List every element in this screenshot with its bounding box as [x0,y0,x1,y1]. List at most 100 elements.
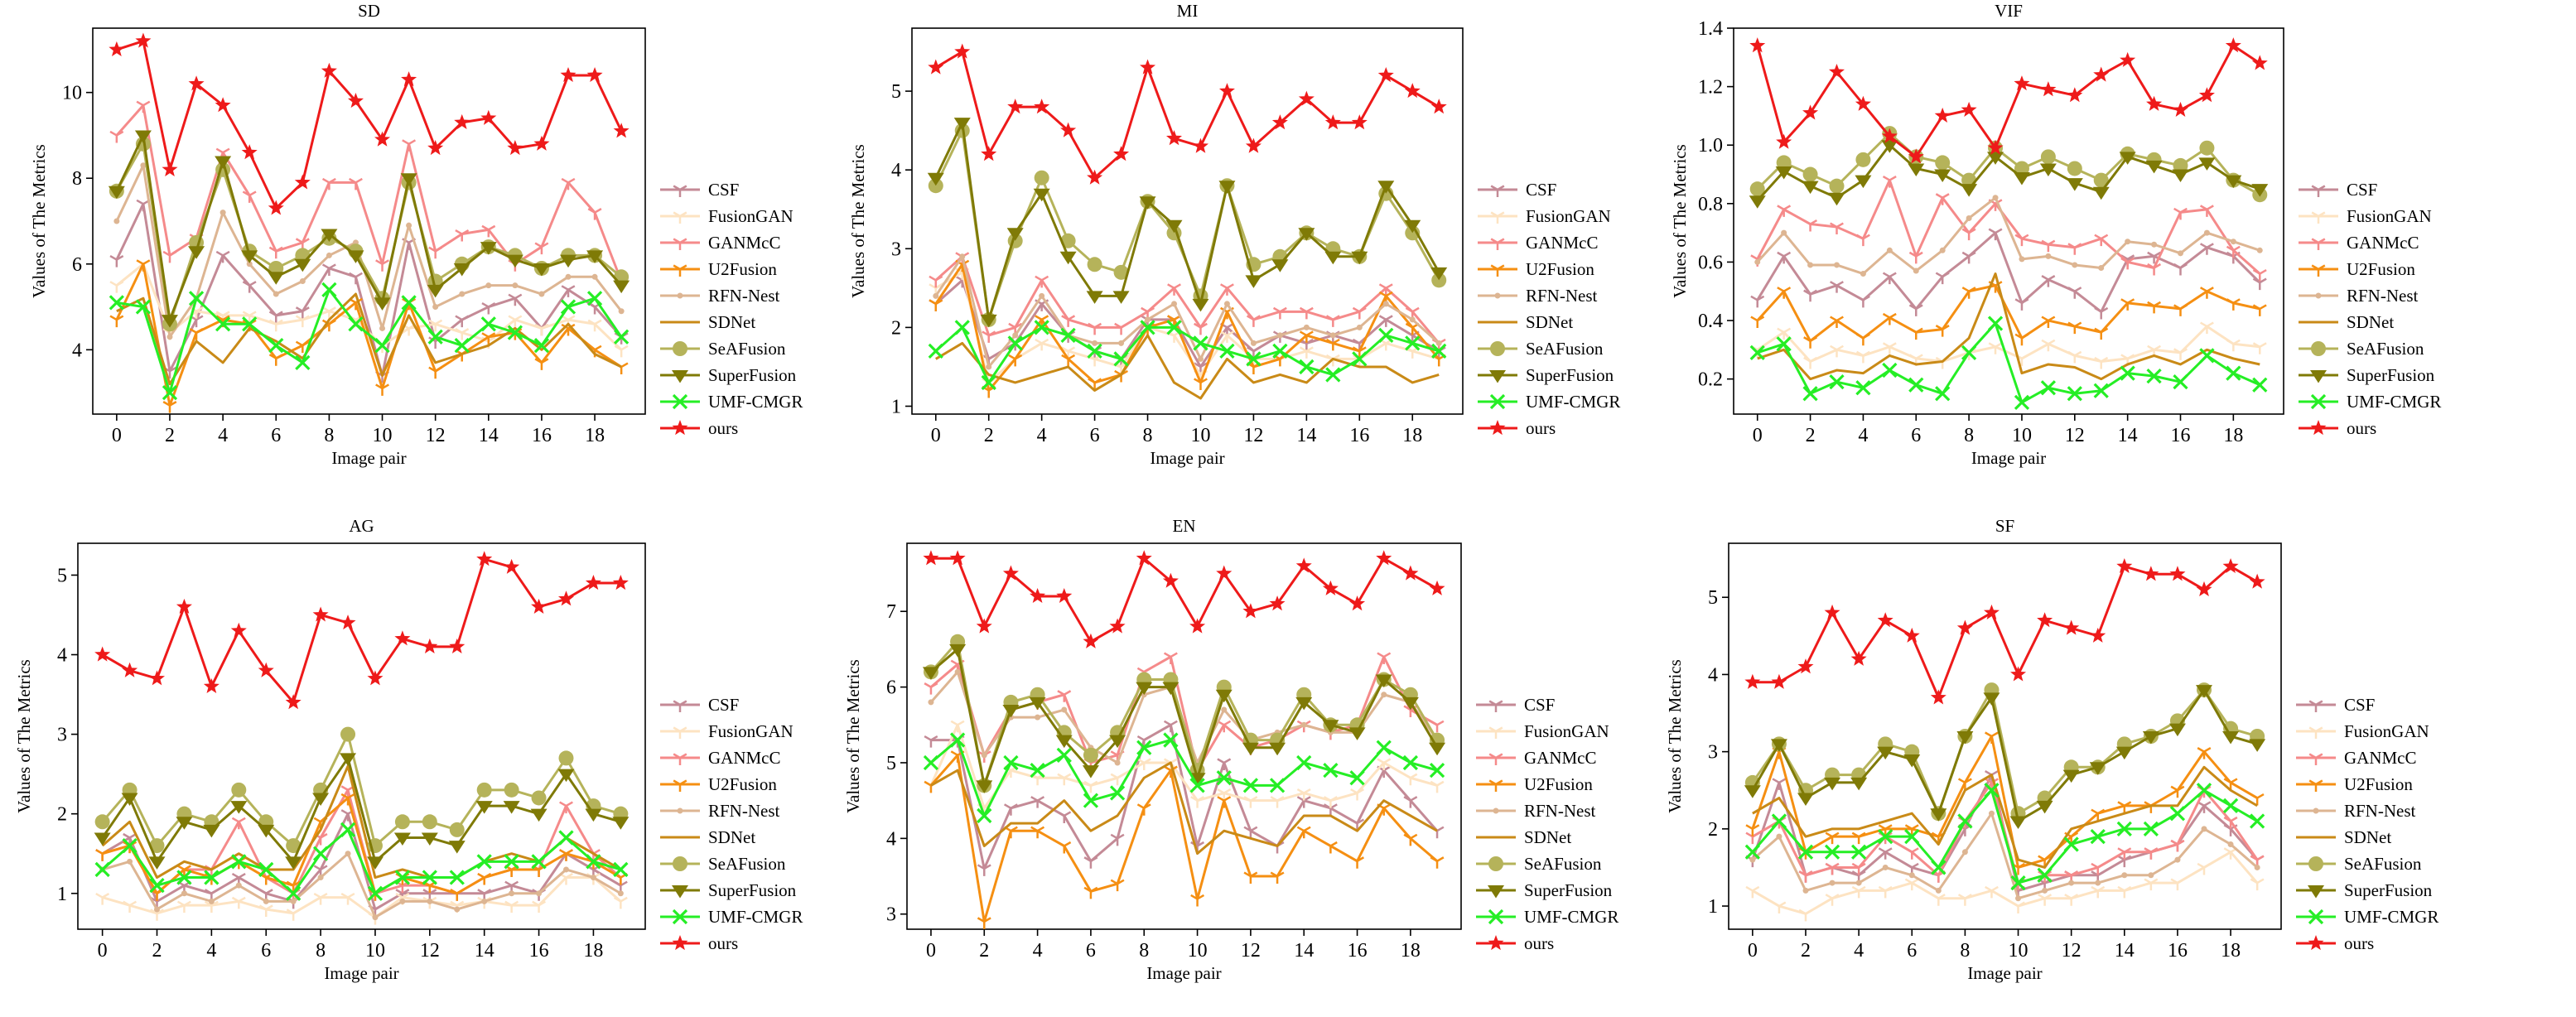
data-point [923,754,939,771]
legend-marker [1490,264,1505,277]
data-point [2041,339,2056,352]
data-point [1935,193,1950,205]
data-point [585,808,602,822]
legend-marker [672,393,688,410]
data-point [1056,587,1073,604]
series-line [101,557,621,704]
data-point [2095,880,2101,886]
data-point [1882,864,1889,870]
data-point [1828,192,1845,206]
data-point [1966,214,1972,221]
x-tick-label: 6 [1911,425,1921,446]
data-point [295,354,311,370]
series-line [935,334,1440,400]
data-point [1035,275,1049,288]
data-point [366,856,384,870]
data-point [504,854,519,870]
data-point [1299,346,1314,359]
data-point [557,769,575,783]
data-point [924,682,938,695]
data-point [449,870,465,885]
data-point [321,229,338,243]
y-tick-label: 4 [72,340,82,361]
data-point [1828,63,1845,80]
data-point [986,364,992,370]
data-point [379,325,386,331]
data-point [321,177,336,190]
legend-label: UMF-CMGR [2344,907,2439,927]
data-point [268,311,283,323]
data-point [1851,862,1866,875]
data-point [1401,696,1419,711]
data-point [1217,788,1232,801]
data-point [1002,565,1019,581]
data-point [312,606,329,622]
x-tick-label: 2 [979,940,989,962]
data-point [189,328,204,340]
x-tick-label: 18 [1401,940,1421,962]
legend-label: UMF-CMGR [1526,392,1620,412]
data-point [1110,833,1125,846]
data-point [1983,692,2000,706]
legend-item-seafusion: SeAFusion [2299,339,2424,359]
data-point [1797,793,1814,807]
data-point [614,345,629,358]
data-point [109,281,124,293]
data-point [1934,169,1951,183]
data-point [613,861,629,878]
data-point [136,100,151,113]
data-point [2094,234,2109,247]
legend-label: SeAFusion [2347,339,2424,359]
legend-label: U2Fusion [708,259,777,279]
data-point [1798,870,1813,883]
legend-item-u2fusion: U2Fusion [1478,259,1594,279]
chart-title: SD [358,1,380,21]
data-point [977,864,991,876]
data-point [149,878,165,894]
legend-label: UMF-CMGR [2347,392,2441,412]
legend-item-csf: CSF [660,695,739,715]
data-point [1956,619,1973,635]
data-point [428,366,443,379]
legend-marker [677,807,683,814]
data-point [2252,277,2267,291]
data-point [1163,720,1178,733]
data-point [1349,770,1365,786]
data-point [113,218,120,224]
data-point [1243,826,1258,839]
data-point [1851,885,1866,899]
data-point [374,297,391,311]
x-tick-label: 18 [1402,425,1422,446]
data-point [2249,739,2266,752]
data-point [109,255,124,268]
legend-label: FusionGAN [1526,206,1611,226]
legend-item-rfn-nest: RFN-Nest [660,801,780,821]
data-point [204,870,219,885]
data-point [1378,315,1393,327]
legend-marker [2308,885,2324,899]
data-point [1057,773,1072,786]
data-point [558,750,574,766]
data-point [2093,383,2109,398]
legend-item-sdnet: SDNet [2296,827,2391,847]
legend-label: CSF [708,695,739,715]
x-tick-label: 6 [1090,425,1100,446]
data-point [2116,557,2133,574]
data-point [1197,355,1204,362]
data-point [1088,322,1102,335]
series-sdnet [1757,272,2260,381]
legend-item-umf-cmgr: UMF-CMGR [1478,392,1620,412]
data-point [1745,885,1760,899]
data-point [2143,821,2159,836]
x-tick-label: 18 [2221,940,2241,962]
data-point [1245,137,1261,153]
series-line [1756,179,2261,275]
data-point [1034,320,1049,335]
data-point [349,272,363,285]
data-point [427,284,444,298]
data-point [94,814,110,830]
legend-item-ours: ours [2299,418,2376,438]
data-point [2223,816,2238,829]
data-point [981,146,997,161]
data-point [176,870,192,885]
